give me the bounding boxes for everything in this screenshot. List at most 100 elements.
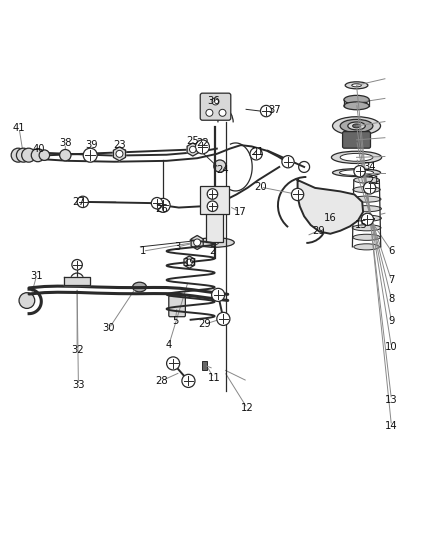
Text: 6: 6 (388, 246, 395, 256)
Circle shape (186, 259, 192, 265)
Circle shape (214, 160, 226, 172)
Text: 21: 21 (367, 176, 380, 187)
Bar (201, 185, 229, 214)
Text: 7: 7 (388, 276, 395, 286)
FancyBboxPatch shape (169, 296, 185, 317)
Bar (202, 361, 207, 370)
Ellipse shape (353, 124, 360, 128)
Polygon shape (113, 147, 126, 161)
Circle shape (194, 239, 201, 246)
Circle shape (21, 148, 35, 162)
Text: 10: 10 (385, 342, 398, 352)
Text: 34: 34 (364, 162, 376, 172)
Ellipse shape (354, 244, 379, 250)
Circle shape (195, 140, 209, 154)
Text: 39: 39 (85, 140, 98, 150)
Circle shape (11, 148, 25, 162)
Ellipse shape (339, 170, 374, 175)
Circle shape (156, 198, 170, 212)
Text: 9: 9 (388, 316, 395, 326)
Circle shape (16, 148, 30, 162)
Circle shape (206, 109, 213, 116)
Circle shape (212, 288, 225, 302)
Text: 11: 11 (207, 373, 220, 383)
Ellipse shape (352, 84, 361, 87)
Ellipse shape (133, 282, 147, 292)
Text: 36: 36 (208, 96, 220, 107)
Circle shape (217, 312, 230, 326)
Ellipse shape (353, 187, 380, 192)
Text: 19: 19 (184, 258, 197, 268)
Circle shape (39, 150, 49, 160)
Text: 16: 16 (324, 213, 337, 223)
Circle shape (364, 182, 376, 194)
Ellipse shape (332, 169, 381, 176)
Text: 27: 27 (72, 197, 85, 207)
Ellipse shape (340, 119, 373, 133)
Ellipse shape (352, 225, 381, 231)
Text: 38: 38 (59, 139, 71, 148)
Circle shape (190, 146, 196, 153)
Bar (206, 190, 223, 243)
Text: 32: 32 (71, 345, 83, 356)
Text: 2: 2 (209, 246, 215, 256)
Ellipse shape (352, 196, 381, 202)
Text: 13: 13 (385, 394, 398, 405)
Text: 25: 25 (187, 136, 199, 146)
Polygon shape (297, 180, 363, 234)
Text: 37: 37 (268, 105, 281, 115)
Ellipse shape (352, 206, 381, 212)
Ellipse shape (353, 234, 380, 240)
Text: 29: 29 (312, 225, 325, 236)
Circle shape (354, 166, 365, 177)
Ellipse shape (211, 240, 219, 245)
Ellipse shape (348, 122, 365, 130)
Polygon shape (184, 256, 194, 268)
Circle shape (219, 109, 226, 116)
Circle shape (182, 374, 195, 387)
Circle shape (83, 148, 97, 162)
Circle shape (282, 156, 294, 168)
Text: 41: 41 (13, 123, 25, 133)
FancyBboxPatch shape (343, 132, 371, 148)
Text: 8: 8 (389, 294, 395, 304)
Ellipse shape (352, 215, 381, 221)
Ellipse shape (344, 102, 369, 110)
Text: 22: 22 (196, 139, 209, 148)
Text: 12: 12 (241, 403, 254, 414)
Ellipse shape (332, 117, 381, 135)
Polygon shape (191, 236, 203, 249)
Text: 20: 20 (254, 182, 267, 192)
Ellipse shape (345, 82, 368, 89)
Text: 28: 28 (155, 376, 168, 386)
Text: 4: 4 (166, 340, 172, 350)
Text: 23: 23 (113, 140, 126, 150)
Text: 21: 21 (251, 147, 264, 157)
Circle shape (116, 150, 123, 157)
Circle shape (207, 189, 218, 199)
Circle shape (291, 188, 304, 200)
Circle shape (207, 201, 218, 212)
Circle shape (77, 196, 88, 207)
Text: 17: 17 (233, 207, 246, 217)
Ellipse shape (332, 151, 381, 164)
Ellipse shape (344, 95, 369, 104)
Ellipse shape (340, 154, 373, 161)
Text: 14: 14 (385, 421, 398, 431)
Circle shape (72, 260, 82, 270)
FancyBboxPatch shape (200, 93, 231, 120)
Polygon shape (64, 277, 90, 285)
Text: 24: 24 (216, 165, 229, 175)
Circle shape (19, 293, 35, 309)
Circle shape (212, 98, 219, 105)
Ellipse shape (354, 177, 379, 183)
Text: 31: 31 (30, 271, 43, 281)
Circle shape (31, 149, 44, 161)
Text: 26: 26 (155, 204, 168, 214)
Ellipse shape (195, 238, 234, 247)
Circle shape (361, 213, 374, 225)
Circle shape (166, 357, 180, 370)
Circle shape (60, 149, 71, 161)
Text: 3: 3 (174, 242, 180, 252)
Circle shape (261, 106, 272, 117)
